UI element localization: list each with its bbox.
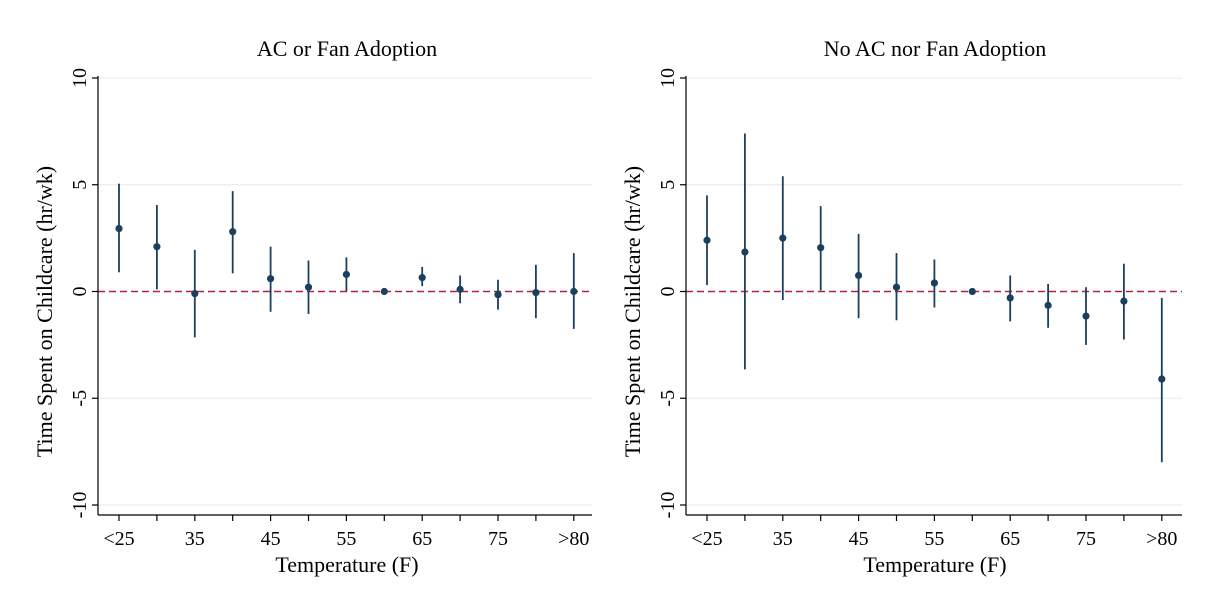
- x-tick-label: 75: [1076, 528, 1096, 550]
- x-tick-label: <25: [691, 528, 722, 550]
- data-point: [570, 287, 578, 296]
- x-tick-label: 55: [336, 528, 356, 550]
- data-point: [267, 275, 275, 283]
- data-point: [418, 274, 426, 282]
- x-tick-label: >80: [558, 528, 589, 550]
- y-tick-label: 0: [69, 287, 91, 297]
- x-tick-label: 45: [261, 528, 281, 550]
- data-point: [115, 224, 123, 233]
- chart-title: No AC nor Fan Adoption: [824, 36, 1046, 61]
- x-tick-label: 35: [773, 528, 793, 550]
- data-point: [153, 243, 161, 251]
- chart-title: AC or Fan Adoption: [257, 36, 437, 61]
- data-point: [892, 283, 901, 291]
- x-tick-label: >80: [1146, 528, 1177, 550]
- data-point: [532, 288, 540, 297]
- data-point: [456, 285, 464, 293]
- data-point: [229, 228, 237, 236]
- data-point: [494, 291, 502, 299]
- data-point: [1006, 294, 1014, 302]
- x-tick-label: <25: [103, 528, 134, 550]
- data-point: [1158, 375, 1166, 383]
- data-point: [1082, 312, 1090, 320]
- x-tick-label: 65: [412, 528, 432, 550]
- x-tick-label: 55: [924, 528, 944, 550]
- y-axis-label: Time Spent on Childcare (hr/wk): [620, 166, 645, 457]
- data-point: [741, 248, 749, 256]
- data-point: [1044, 301, 1052, 309]
- data-point: [304, 283, 313, 291]
- y-tick-label: 5: [69, 180, 91, 190]
- y-tick-label: -5: [69, 390, 91, 407]
- y-axis-label: Time Spent on Childcare (hr/wk): [32, 166, 57, 457]
- y-tick-label: -10: [69, 492, 91, 519]
- data-point: [930, 279, 939, 287]
- x-tick-label: 65: [1000, 528, 1020, 550]
- y-tick-label: 0: [657, 287, 679, 297]
- data-point: [380, 287, 388, 296]
- data-point: [855, 271, 863, 280]
- data-point: [703, 236, 711, 244]
- y-tick-label: 10: [657, 68, 679, 88]
- data-point: [968, 287, 976, 296]
- data-point: [191, 290, 199, 298]
- x-tick-label: 75: [488, 528, 508, 550]
- y-tick-label: -10: [657, 492, 679, 519]
- y-tick-label: 5: [657, 180, 679, 190]
- data-point: [779, 234, 787, 242]
- y-tick-label: -5: [657, 390, 679, 407]
- chart-panel-1: -10 -5 0 5 10 <25 35 45 55 65 75 >80 AC or Fan Adopt…: [32, 36, 592, 577]
- data-point: [1120, 297, 1128, 305]
- x-axis-label: Temperature (F): [275, 552, 418, 577]
- data-point: [342, 270, 350, 279]
- chart-panel-2: -10 -5 0 5 10 <25 35 45 55 65 75 >80 No AC nor Fan A…: [620, 36, 1182, 577]
- x-tick-label: 45: [849, 528, 869, 550]
- x-tick-label: 35: [185, 528, 205, 550]
- data-point: [817, 244, 825, 252]
- x-axis-label: Temperature (F): [863, 552, 1006, 577]
- y-tick-label: 10: [69, 68, 91, 88]
